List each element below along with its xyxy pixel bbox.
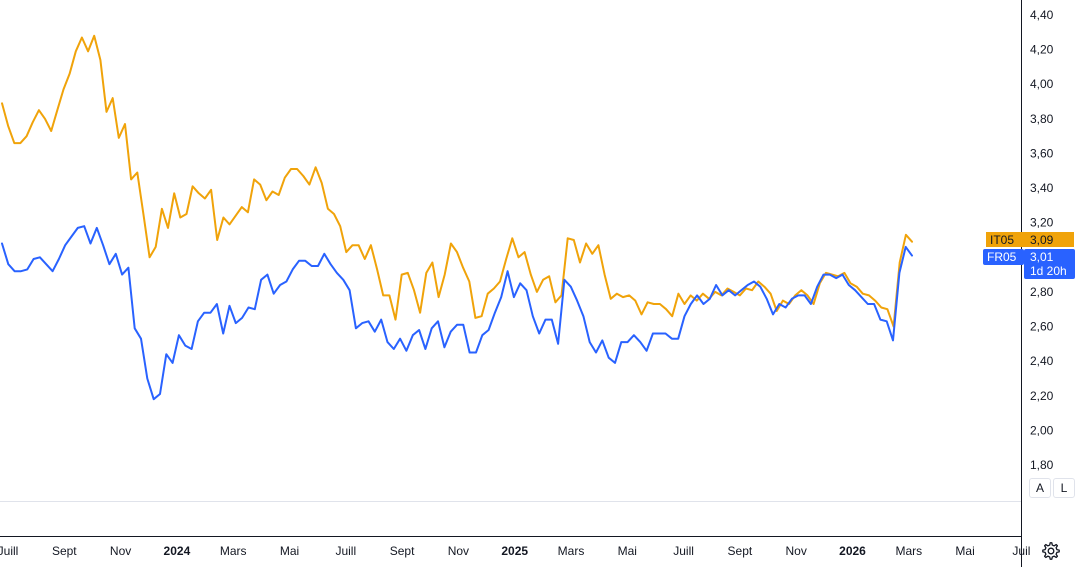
x-tick-label: Mai xyxy=(955,544,974,558)
x-tick-label: Nov xyxy=(448,544,469,558)
badge-countdown-fr05: 1d 20h xyxy=(1030,264,1067,278)
price-axis[interactable]: 4,404,204,003,803,603,403,203,002,802,60… xyxy=(1030,8,1054,472)
x-tick-label: Mars xyxy=(220,544,247,558)
x-tick-label: Juill xyxy=(673,544,694,558)
x-tick-label: Mars xyxy=(895,544,922,558)
x-tick-label: Juill xyxy=(0,544,18,558)
x-tick-label: Sept xyxy=(52,544,77,558)
x-tick-label: Sept xyxy=(728,544,753,558)
y-tick-label: 2,40 xyxy=(1030,354,1054,368)
x-tick-label: Nov xyxy=(786,544,807,558)
badge-name-it05 xyxy=(986,232,1026,247)
x-tick-label: 2025 xyxy=(501,544,528,558)
x-tick-label: Nov xyxy=(110,544,131,558)
y-tick-label: 2,80 xyxy=(1030,285,1054,299)
y-tick-label: 4,40 xyxy=(1030,8,1054,22)
badge-last-value-fr05: 3,01 xyxy=(1030,250,1054,264)
x-tick-label: Mai xyxy=(618,544,637,558)
auto-scale-button[interactable]: A xyxy=(1029,478,1051,498)
series-line-fr05 xyxy=(1,225,913,401)
y-tick-label: 4,00 xyxy=(1030,77,1054,91)
x-tick-label: 2026 xyxy=(839,544,866,558)
badge-value-fr05 xyxy=(1024,249,1075,279)
x-tick-label: Sept xyxy=(390,544,415,558)
x-tick-label: 2024 xyxy=(164,544,191,558)
y-tick-label: 3,80 xyxy=(1030,112,1054,126)
badge-label-it05: IT05 xyxy=(990,233,1014,247)
log-scale-button[interactable]: L xyxy=(1053,478,1075,498)
y-tick-label: 3,40 xyxy=(1030,181,1054,195)
badge-name-fr05 xyxy=(983,249,1024,265)
x-tick-label: Mai xyxy=(280,544,299,558)
series-line-it05 xyxy=(1,34,913,328)
y-tick-label: 3,20 xyxy=(1030,216,1054,230)
y-tick-label: 2,60 xyxy=(1030,320,1054,334)
settings-gear-icon[interactable] xyxy=(1040,540,1062,562)
y-tick-label: 2,20 xyxy=(1030,389,1054,403)
badge-label-fr05: FR05 xyxy=(987,250,1017,264)
badge-last-value-it05: 3,09 xyxy=(1030,233,1054,247)
x-tick-label: Mars xyxy=(558,544,585,558)
y-tick-label: 3,60 xyxy=(1030,147,1054,161)
y-tick-label: 2,00 xyxy=(1030,423,1054,437)
y-tick-label: 4,20 xyxy=(1030,43,1054,57)
y-tick-label: 1,80 xyxy=(1030,458,1054,472)
time-axis[interactable]: Juill Sept Nov 2024 Mars Mai Juill Sept Nov 2025 M… xyxy=(0,544,1030,558)
x-tick-label: Juil xyxy=(1012,544,1030,558)
x-tick-label: Juill xyxy=(335,544,356,558)
badge-value-it05 xyxy=(1026,232,1074,247)
series-layer xyxy=(1,34,913,401)
